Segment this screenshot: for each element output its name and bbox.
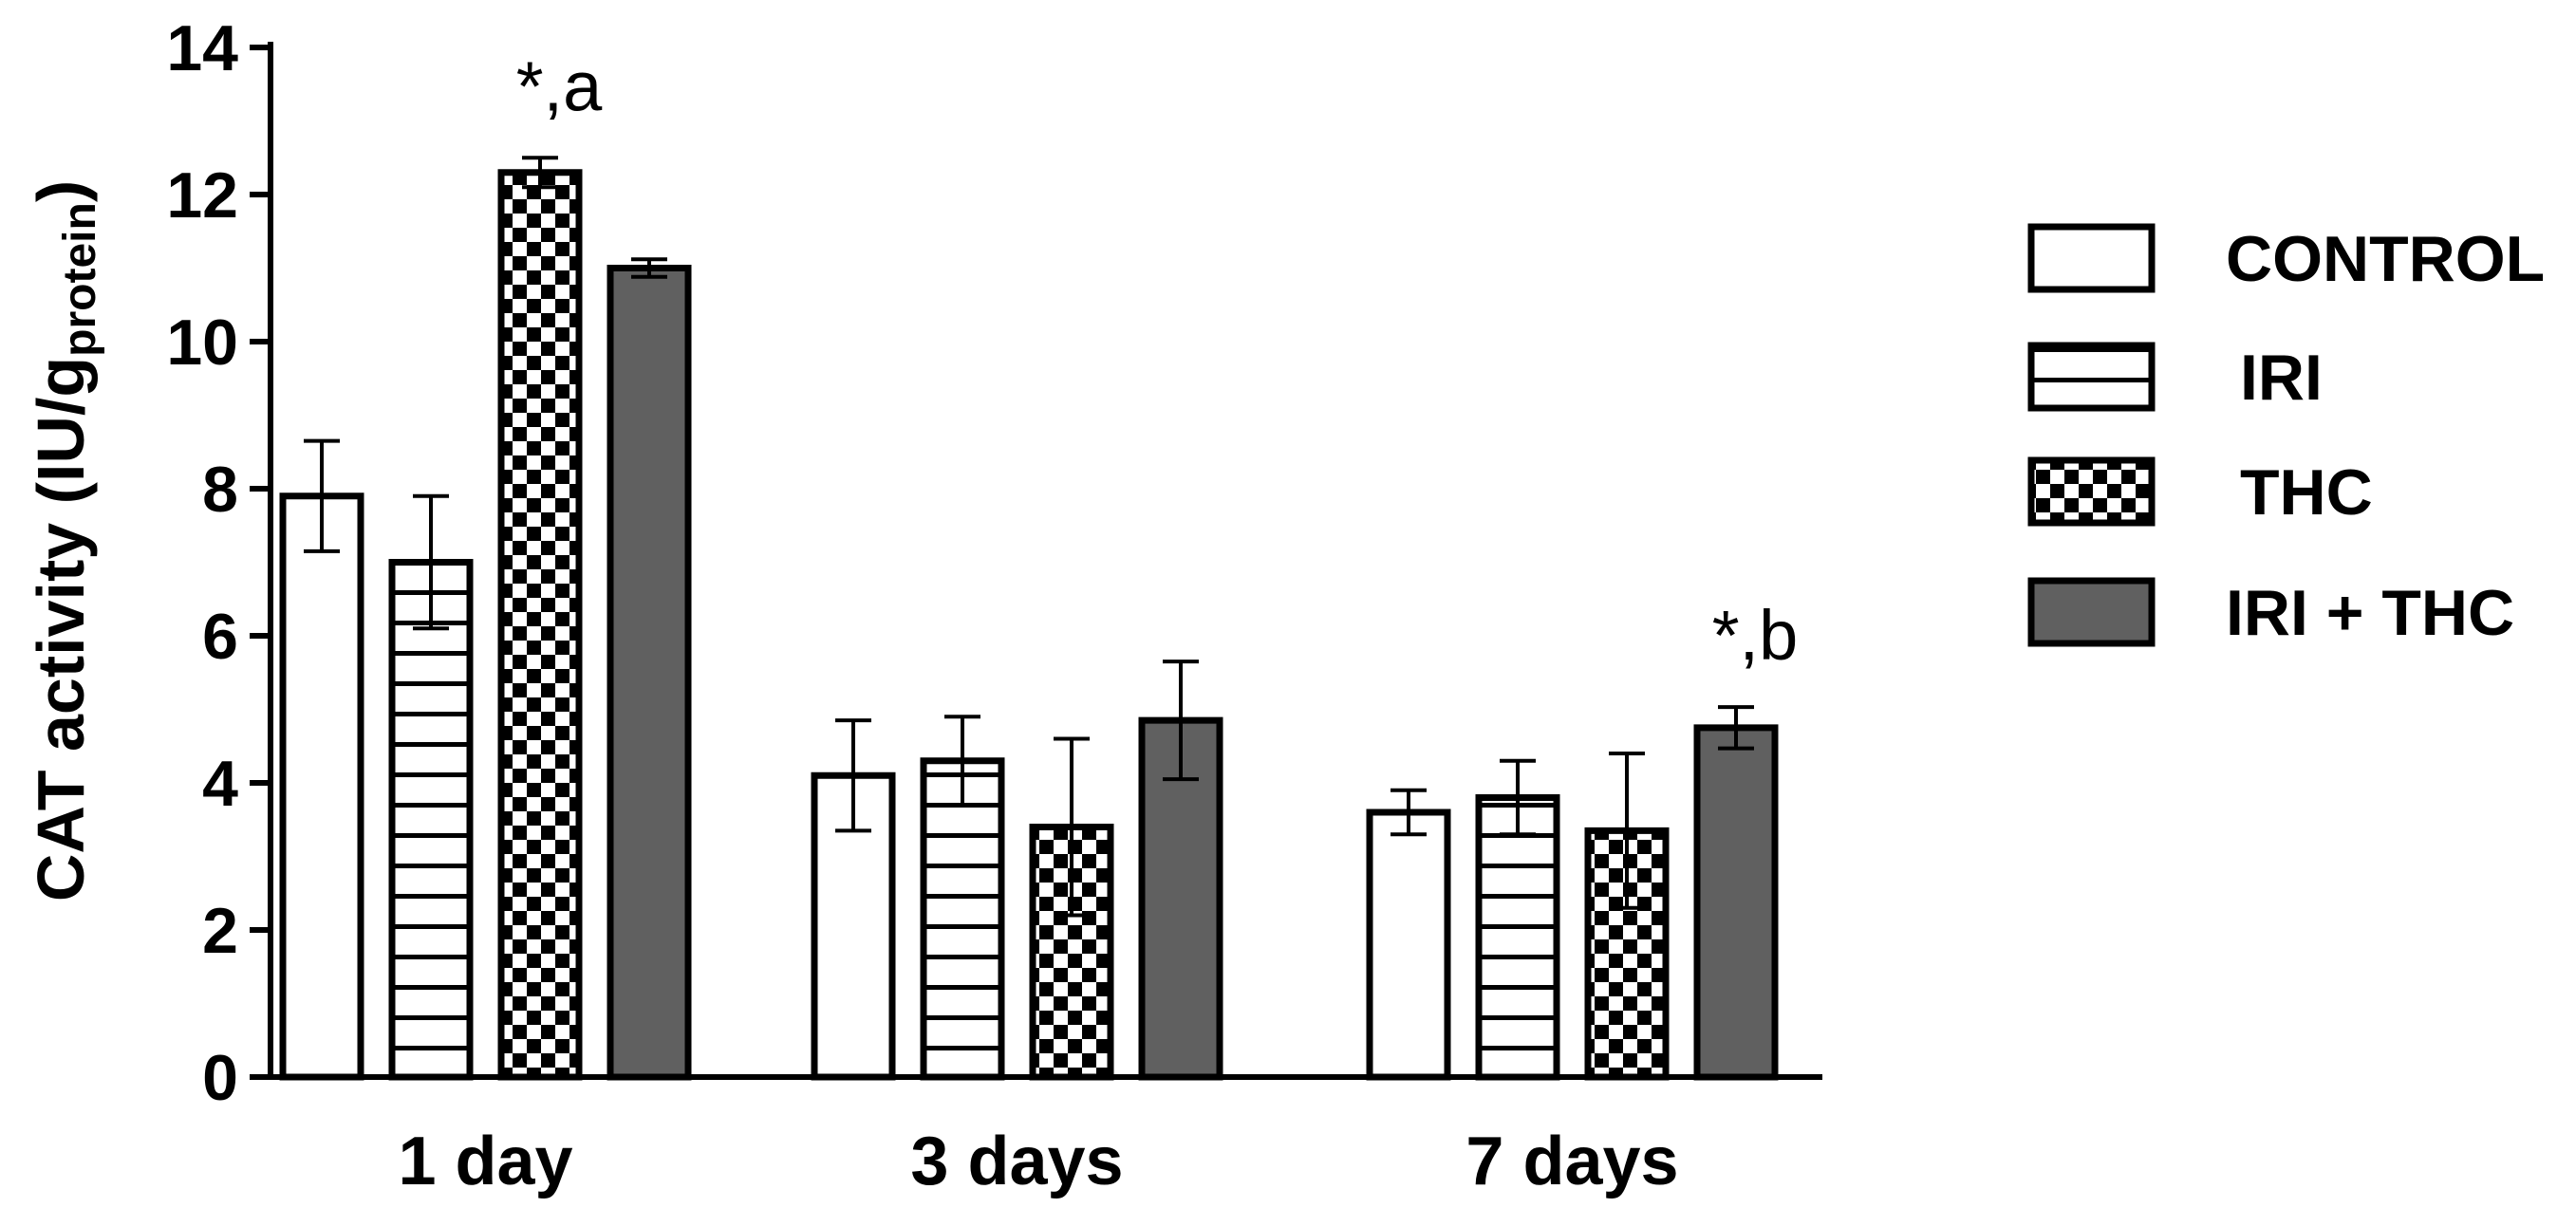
legend-swatch-hlines <box>2027 342 2156 412</box>
bar-hlines <box>1475 794 1560 1081</box>
legend-swatch-white <box>2027 223 2156 293</box>
legend-label: IRI + THC <box>2226 577 2514 649</box>
y-tick-label: 0 <box>202 1042 238 1114</box>
legend-swatch-gray <box>2027 577 2156 647</box>
legend-label: CONTROL <box>2226 223 2545 295</box>
bar-hlines <box>920 757 1005 1081</box>
y-axis-title-close: ) <box>24 179 98 203</box>
y-tick-label: 10 <box>166 307 238 379</box>
bar-gray <box>1693 724 1779 1081</box>
y-axis-title: CAT activity (IU/gprotein) <box>23 180 106 901</box>
legend-label: THC <box>2240 456 2373 529</box>
bar-white <box>1366 808 1451 1081</box>
y-tick-label: 12 <box>166 159 238 232</box>
y-tick-label: 8 <box>202 454 238 526</box>
significance-annotation: *,b <box>1712 596 1799 675</box>
annotations: *,a *,b <box>516 46 1799 675</box>
bar-white <box>279 492 364 1081</box>
y-axis-title-wrap: CAT activity (IU/gprotein) <box>8 19 121 1063</box>
error-bars <box>304 156 1754 918</box>
y-tick-label: 2 <box>202 895 238 967</box>
legend-label: IRI <box>2240 342 2323 414</box>
legend-swatch-checker <box>2027 456 2156 527</box>
bar-hlines <box>388 559 474 1081</box>
x-tick-labels: 1 day 3 days 7 days <box>398 1124 1678 1199</box>
y-tick-label: 6 <box>202 601 238 673</box>
y-tick-label: 14 <box>166 12 238 84</box>
bar-checker <box>497 169 583 1081</box>
x-tick-label: 3 days <box>910 1124 1123 1199</box>
bars <box>279 169 1779 1081</box>
legend: CONTROL IRI THC IRI + THC <box>2027 223 2545 649</box>
bar-gray <box>607 265 692 1081</box>
significance-annotation: *,a <box>516 46 603 125</box>
x-tick-label: 7 days <box>1465 1124 1678 1199</box>
y-axis-title-subscript: protein <box>55 202 105 357</box>
y-axis-title-main: CAT activity (IU/g <box>24 356 98 902</box>
y-tick-label: 4 <box>202 748 238 820</box>
bar-checker <box>1584 827 1670 1081</box>
x-tick-label: 1 day <box>398 1124 572 1199</box>
